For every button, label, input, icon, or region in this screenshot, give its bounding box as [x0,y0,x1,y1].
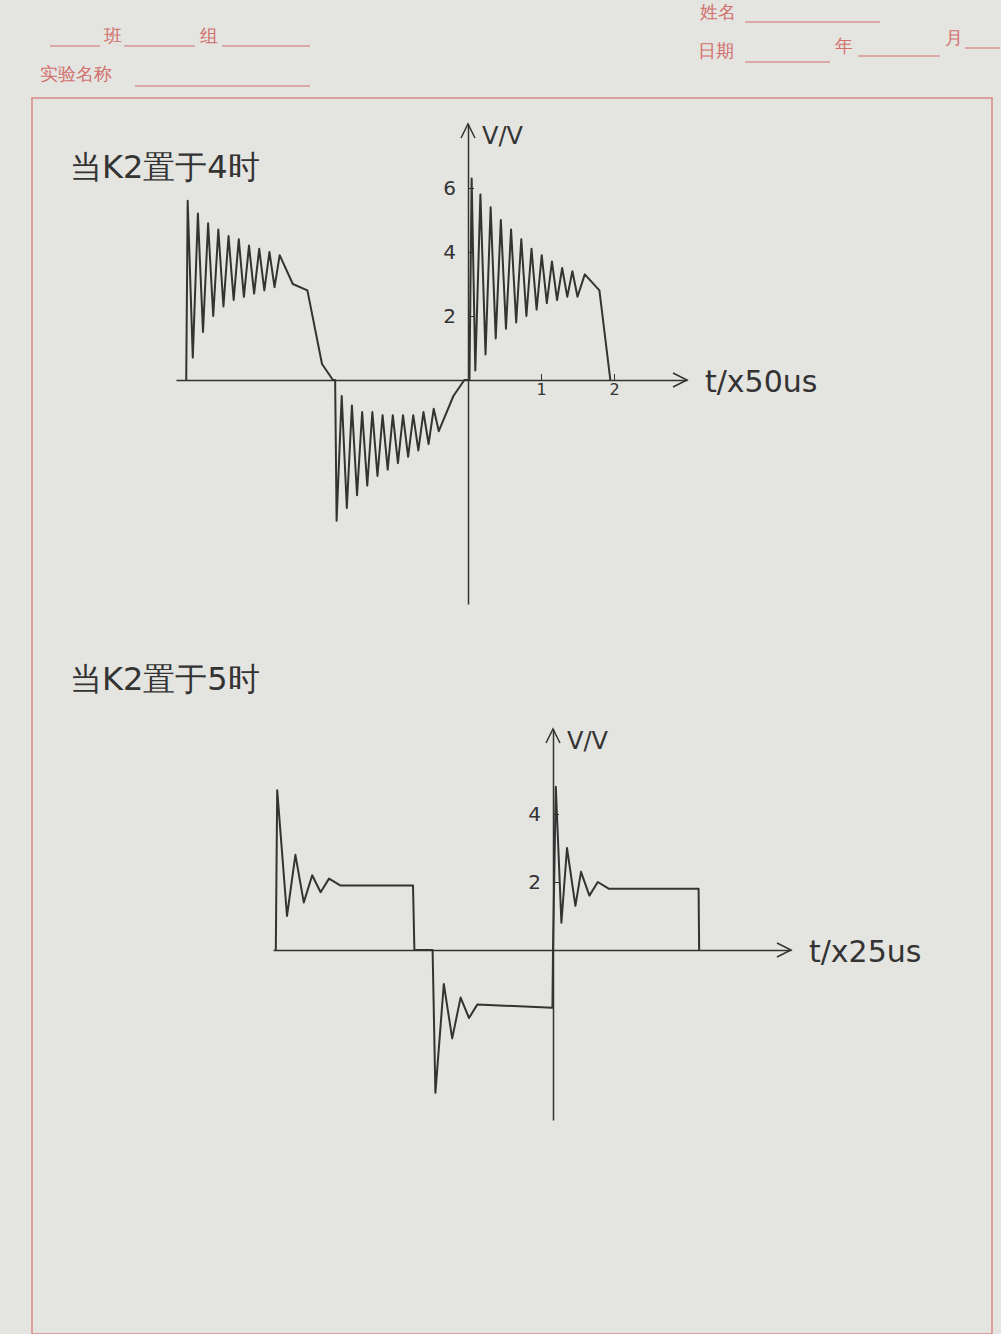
header-rule [965,48,1000,49]
y-arrow [461,124,475,138]
x-axis-line [274,950,792,952]
header-text: 姓名 [700,1,736,22]
header-text: 月 [945,27,963,48]
page: 班 组实验名称 姓名日期 年 月当K2置于4时 2 4 6 1 2 V/V t/x50us 当K2置于5… [0,0,1001,1334]
header-rule [745,22,880,23]
chart-title: 当K2置于5时 [70,660,260,698]
paper [0,0,1001,1334]
header-text: 实验名称 [40,63,112,84]
y-tick: 6 [443,176,474,200]
y-tick-label: 6 [443,176,456,200]
waveform [276,787,699,1093]
header-text: 日期 [698,40,734,61]
y-tick: 4 [443,240,474,264]
y-tick-label: 2 [443,304,456,328]
chart: 当K2置于5时 2 4 V/V t/x25us [70,660,921,1121]
plot-area [276,787,699,1093]
x-arrow [777,943,791,957]
chart: 当K2置于4时 2 4 6 1 2 V/V t/x50us [70,122,817,605]
chart-title: 当K2置于4时 [70,148,260,186]
margin-frame [32,98,992,1334]
x-tick-label: 2 [609,380,619,399]
y-tick-label: 4 [443,240,456,264]
header-rule [50,46,100,47]
x-arrow [673,373,687,387]
y-axis-title: V/V [482,122,524,150]
waveform [186,178,610,520]
x-axis-title: t/x50us [705,364,817,399]
x-tick-label: 1 [536,380,546,399]
header-text: 年 [835,35,853,56]
x-tick-mark [541,374,542,380]
x-tick-mark [614,374,615,380]
y-axis-title: V/V [567,727,609,755]
header-text: 组 [200,25,218,46]
header-rule [222,46,310,47]
header-rule [124,46,195,47]
x-axis [274,950,792,951]
x-axis-title: t/x25us [809,934,921,969]
y-tick-label: 2 [528,870,541,894]
y-tick-label: 4 [528,802,541,826]
header-text: 班 [104,25,122,46]
y-arrow [546,729,560,743]
x-tick: 1 [536,374,546,399]
header: 班 组实验名称 姓名日期 年 月 [40,1,1000,86]
plot-area [186,178,610,520]
header-rule [135,86,310,87]
header-rule [745,62,830,63]
header-rule [858,56,940,57]
